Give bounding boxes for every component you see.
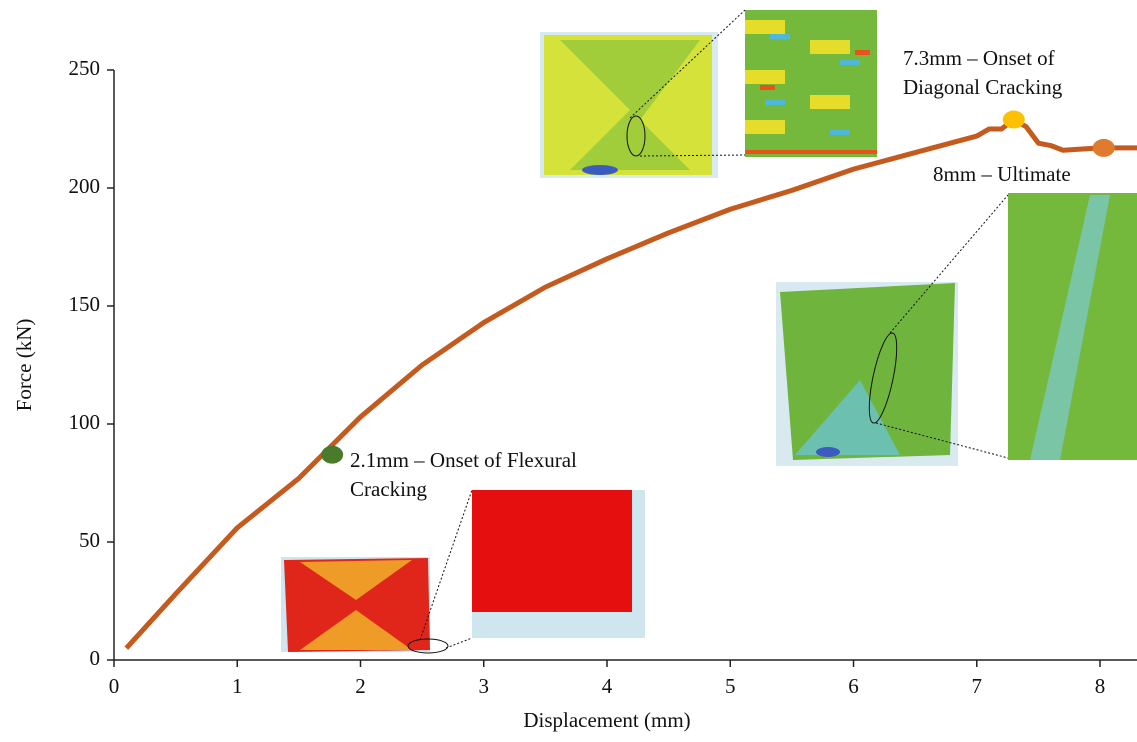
annotation: 7.3mm – Onset of	[903, 46, 1055, 70]
y-tick-label: 50	[79, 528, 100, 552]
marker	[1003, 111, 1025, 129]
inset-images	[281, 10, 1137, 653]
x-tick-label: 1	[232, 674, 243, 698]
x-axis-label: Displacement (mm)	[523, 708, 690, 732]
marker	[1093, 139, 1115, 157]
y-tick-label: 100	[69, 410, 101, 434]
annotation: Cracking	[350, 477, 427, 501]
y-axis-label: Force (kN)	[12, 319, 36, 412]
x-tick-label: 0	[109, 674, 120, 698]
x-tick-label: 5	[725, 674, 736, 698]
x-tick-label: 8	[1095, 674, 1106, 698]
annotation: 2.1mm – Onset of Flexural	[350, 448, 577, 472]
x-tick-label: 6	[848, 674, 859, 698]
y-tick-label: 150	[69, 292, 101, 316]
marker	[321, 446, 343, 464]
x-tick-label: 7	[972, 674, 983, 698]
x-tick-label: 4	[602, 674, 613, 698]
annotation: Diagonal Cracking	[903, 75, 1063, 99]
x-tick-label: 3	[479, 674, 490, 698]
y-tick-label: 0	[90, 646, 101, 670]
y-tick-label: 250	[69, 56, 101, 80]
x-tick-label: 2	[355, 674, 366, 698]
annotation: 8mm – Ultimate	[933, 162, 1071, 186]
chart: Displacement (mm) Force (kN) 0 1 2 3 4 5 6 7 8 0 5…	[0, 0, 1137, 742]
y-tick-label: 200	[69, 174, 101, 198]
